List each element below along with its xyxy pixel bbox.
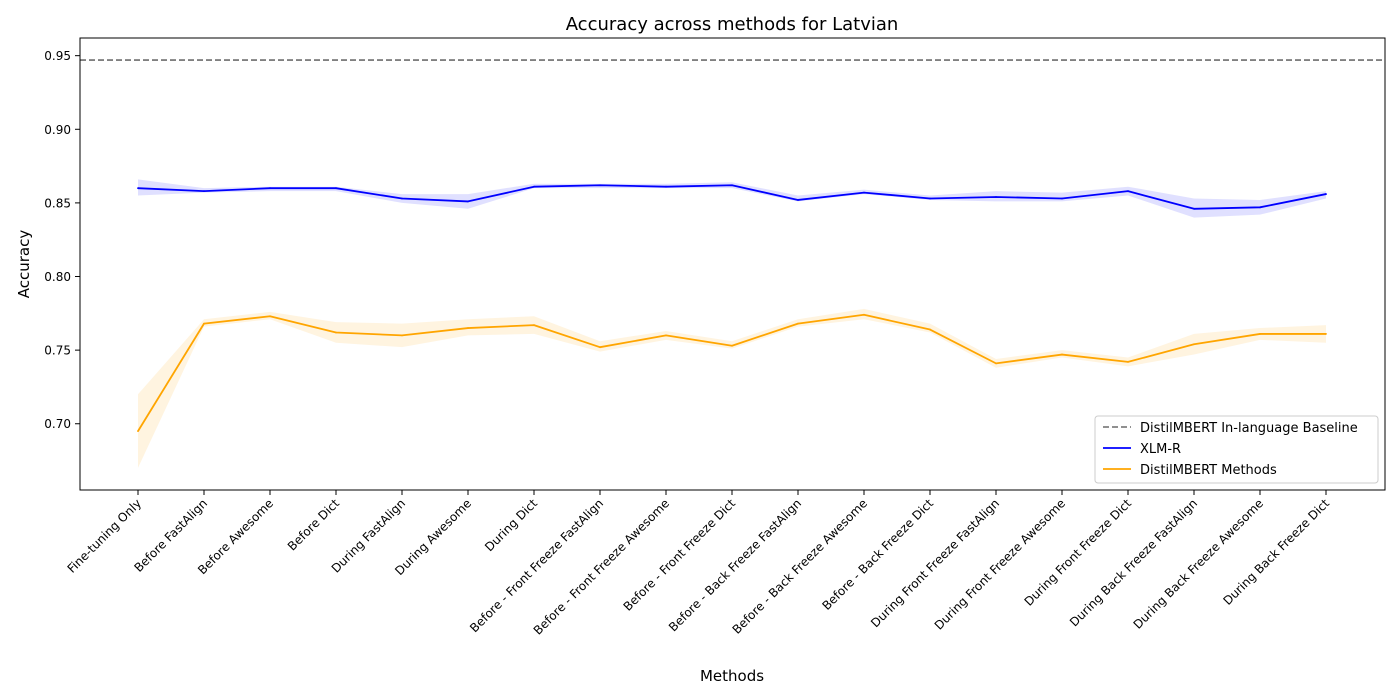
distilmbert-point [335, 331, 337, 334]
distilmbert-point [863, 313, 865, 316]
distilmbert-point [269, 315, 271, 318]
legend: DistilMBERT In-language Baseline XLM-R D… [1094, 415, 1379, 484]
y-tick-label: 0.95 [44, 49, 71, 63]
xlmr-point [269, 187, 271, 190]
distilmbert-point [599, 346, 601, 349]
distilmbert-point [401, 334, 403, 337]
xlmr-point [929, 197, 931, 200]
plot-area [80, 59, 1385, 468]
y-tick-label: 0.85 [44, 196, 71, 210]
x-tick-label: Before - Back Freeze Awesome [730, 496, 870, 636]
distilmbert-point [1127, 361, 1129, 363]
distilmbert-point [137, 430, 139, 433]
x-tick-label: During Front Freeze FastAlign [868, 496, 1002, 630]
chart-title: Accuracy across methods for Latvian [566, 14, 899, 35]
xlmr-point [995, 196, 997, 198]
y-axis: 0.70 0.75 0.80 0.85 0.90 0.95 [44, 49, 80, 431]
xlmr-point [1259, 206, 1261, 209]
xlmr-point [137, 187, 139, 190]
y-tick-label: 0.80 [44, 270, 71, 284]
y-axis-title: Accuracy [15, 230, 33, 299]
distilmbert-point [1259, 333, 1261, 335]
xlmr-point [335, 187, 337, 190]
legend-distilmbert-label: DistilMBERT Methods [1140, 463, 1277, 478]
distilmbert-point [995, 362, 997, 365]
xlmr-point [467, 200, 469, 203]
x-tick-label: During Back Freeze Awesome [1131, 496, 1267, 632]
x-axis-title: Methods [700, 667, 764, 685]
x-tick-label: Before - Back Freeze Dict [819, 496, 936, 613]
x-tick-label: During Front Freeze Dict [1022, 496, 1135, 609]
x-tick-label: Before - Back Freeze FastAlign [666, 496, 804, 634]
distilmbert-point [929, 328, 931, 331]
x-tick-label: During Back Freeze Dict [1220, 496, 1332, 608]
x-tick-label: Before - Front Freeze Dict [621, 496, 739, 614]
legend-box [1094, 415, 1379, 484]
x-tick-label: During Front Freeze Awesome [932, 496, 1068, 632]
xlmr-confidence-band [138, 179, 1326, 218]
distilmbert-point [203, 322, 205, 325]
legend-xlmr-label: XLM-R [1140, 442, 1181, 457]
y-tick-label: 0.75 [44, 344, 71, 358]
xlmr-point [203, 190, 205, 193]
x-tick-label: Before - Front Freeze Awesome [531, 496, 672, 637]
xlmr-point [797, 199, 799, 201]
distilmbert-point [467, 327, 469, 329]
xlmr-point [599, 184, 601, 187]
x-tick-label: Before Dict [285, 496, 342, 553]
xlmr-point [1061, 197, 1063, 200]
xlmr-point [533, 185, 535, 188]
xlmr-point [863, 191, 865, 194]
x-tick-label: During Dict [482, 496, 540, 554]
xlmr-point [401, 197, 403, 200]
distilmbert-point [533, 324, 535, 327]
xlmr-point [1127, 190, 1129, 193]
xlmr-point [731, 184, 733, 187]
xlmr-point [1325, 193, 1327, 195]
y-tick-label: 0.70 [44, 417, 71, 431]
distilmbert-point [1325, 333, 1327, 335]
x-tick-label: Before - Front Freeze FastAlign [467, 496, 606, 635]
distilmbert-point [731, 344, 733, 347]
distilmbert-point [797, 322, 799, 325]
legend-baseline-label: DistilMBERT In-language Baseline [1140, 421, 1358, 436]
distilmbert-point [1061, 353, 1063, 356]
x-tick-label: During Back Freeze FastAlign [1067, 496, 1200, 629]
y-tick-label: 0.90 [44, 123, 71, 137]
xlmr-series-line [137, 184, 1327, 210]
xlmr-point [1193, 207, 1195, 210]
xlmr-point [665, 185, 667, 188]
distilmbert-point [665, 334, 667, 337]
distilmbert-point [1193, 343, 1195, 346]
